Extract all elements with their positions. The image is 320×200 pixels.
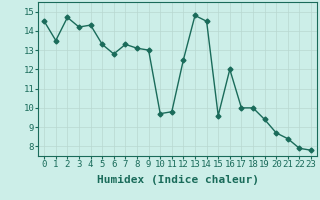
X-axis label: Humidex (Indice chaleur): Humidex (Indice chaleur) [97,175,259,185]
